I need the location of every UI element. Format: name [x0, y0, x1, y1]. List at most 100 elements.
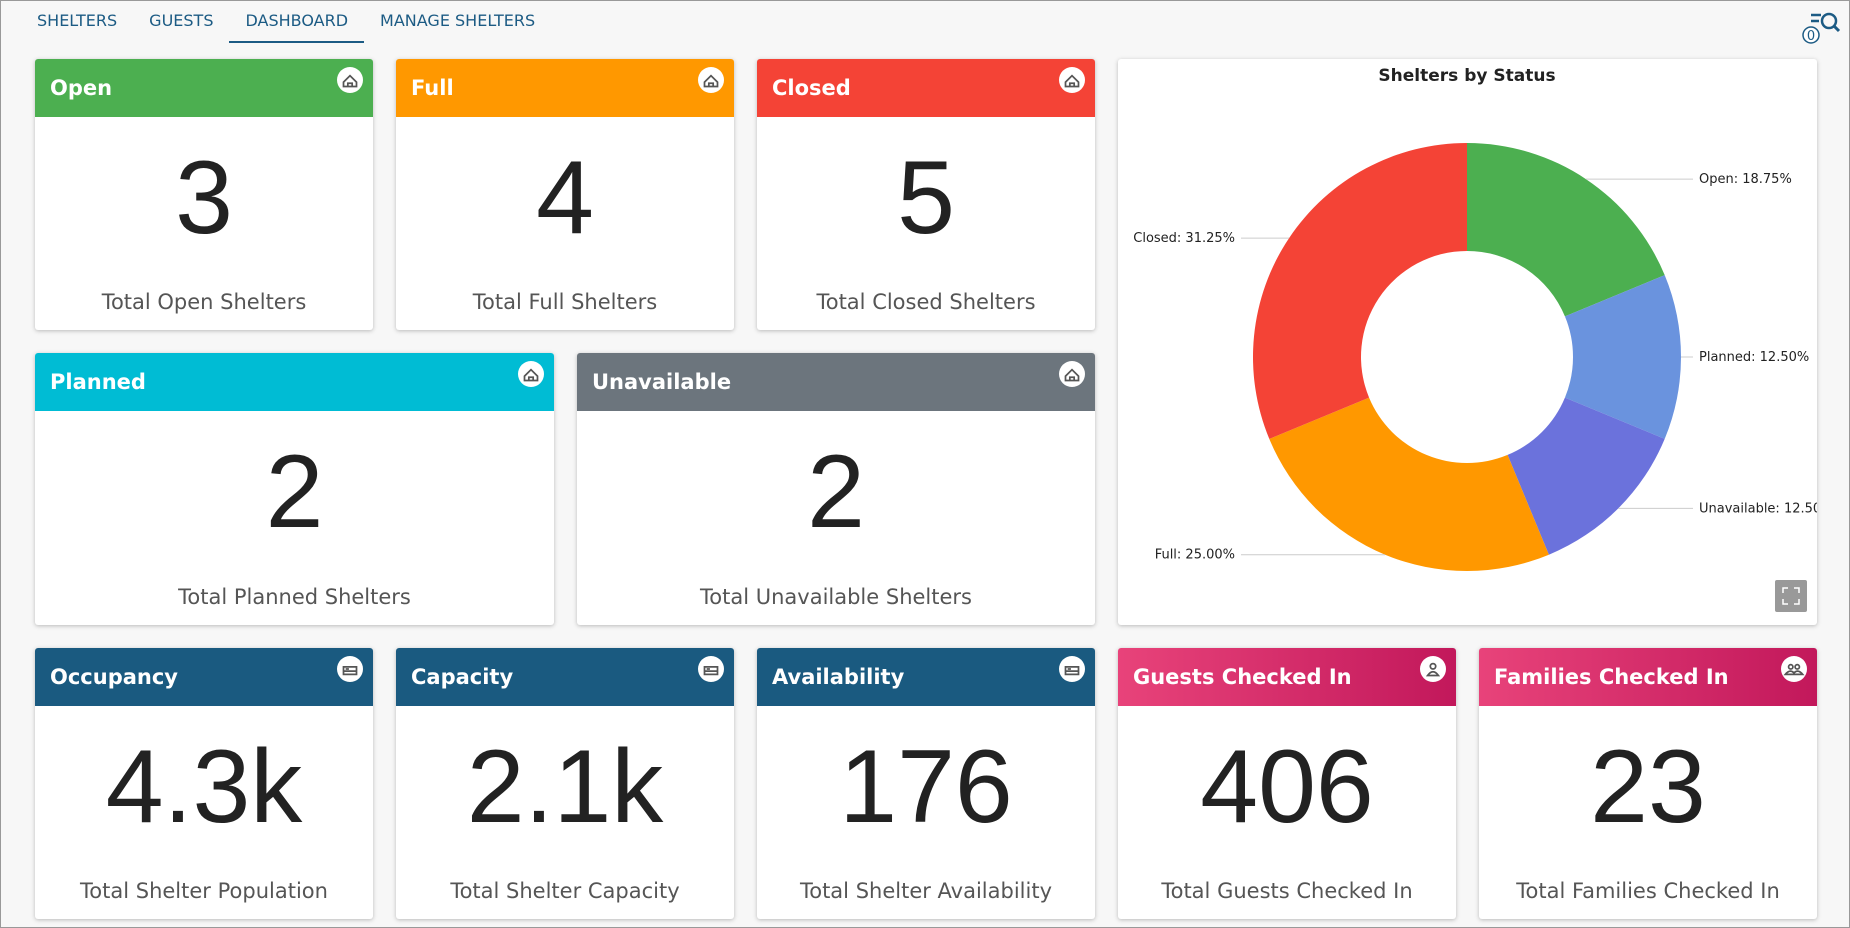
card-title: Families Checked In	[1494, 665, 1729, 689]
filter-count: 0	[1807, 29, 1815, 44]
card-title: Planned	[50, 370, 146, 394]
stat-card: Capacity 2.1k Total Shelter Capacity	[396, 648, 734, 919]
icon-glyph	[342, 74, 358, 88]
icon-circle	[698, 67, 724, 93]
expand-button[interactable]	[1775, 580, 1807, 612]
slice-label: Closed: 31.25%	[1133, 231, 1235, 246]
tab[interactable]: DASHBOARD	[229, 1, 365, 43]
icon-circle	[1781, 656, 1807, 682]
card-value: 23	[1590, 729, 1706, 845]
card-caption: Total Families Checked In	[1516, 879, 1780, 903]
card-caption: Total Full Shelters	[472, 290, 658, 314]
card-header: Planned	[35, 353, 554, 411]
icon-glyph	[703, 74, 719, 88]
icon-glyph	[1425, 662, 1441, 677]
card-caption: Total Closed Shelters	[816, 290, 1036, 314]
card-icon	[518, 361, 544, 387]
icon-glyph	[1783, 663, 1805, 676]
donut-slice	[1269, 397, 1549, 571]
icon-glyph	[1064, 368, 1080, 382]
icon-circle	[518, 361, 544, 387]
card-value: 3	[175, 140, 233, 256]
icon-glyph	[342, 665, 358, 676]
card-caption: Total Planned Shelters	[178, 585, 411, 609]
slice-label: Full: 25.00%	[1155, 548, 1235, 563]
stat-card: Open 3 Total Open Shelters	[35, 59, 373, 330]
card-caption: Total Shelter Population	[80, 879, 328, 903]
card-title: Closed	[772, 76, 851, 100]
stat-card: Occupancy 4.3k Total Shelter Population	[35, 648, 373, 919]
card-header: Full	[396, 59, 734, 117]
card-caption: Total Shelter Capacity	[450, 879, 680, 903]
donut-slice	[1507, 397, 1665, 555]
card-value: 5	[897, 140, 955, 256]
card-header: Availability	[757, 648, 1095, 706]
card-icon	[337, 67, 363, 93]
card-title: Capacity	[411, 665, 514, 689]
stat-card: Full 4 Total Full Shelters	[396, 59, 734, 330]
card-icon	[1420, 656, 1446, 682]
icon-circle	[1059, 361, 1085, 387]
card-value: 4	[536, 140, 594, 256]
stat-card: Guests Checked In 406 Total Guests Checked…	[1118, 648, 1456, 919]
card-value: 2	[807, 434, 865, 550]
tab[interactable]: SHELTERS	[37, 11, 118, 30]
card-value: 4.3k	[105, 729, 303, 845]
icon-glyph	[523, 368, 539, 382]
card-header: Families Checked In	[1479, 648, 1817, 706]
expand-icon	[1782, 587, 1800, 605]
chart: Shelters by Status Open: 18.75% Planned: …	[1133, 66, 1817, 612]
slice-label: Unavailable: 12.50%	[1699, 501, 1817, 516]
card-value: 2	[265, 434, 324, 550]
filter-button[interactable]: 0	[1801, 9, 1841, 45]
card-title: Availability	[772, 665, 905, 689]
card-header: Capacity	[396, 648, 734, 706]
card-icon	[698, 67, 724, 93]
icon-circle	[1059, 656, 1085, 682]
card-header: Open	[35, 59, 373, 117]
card-caption: Total Guests Checked In	[1161, 879, 1413, 903]
tab[interactable]: GUESTS	[149, 11, 214, 30]
donut-slice	[1253, 143, 1467, 439]
card-title: Open	[50, 76, 113, 100]
card-icon	[1059, 361, 1085, 387]
stat-card: Planned 2 Total Planned Shelters	[35, 353, 554, 625]
card-value: 406	[1200, 729, 1374, 845]
card-icon	[337, 656, 363, 682]
icon-glyph	[703, 665, 719, 676]
icon-circle	[337, 656, 363, 682]
card-title: Full	[411, 76, 454, 100]
stat-card: Availability 176 Total Shelter Availabilit…	[757, 648, 1095, 919]
card-value: 176	[839, 729, 1013, 845]
card-header: Unavailable	[577, 353, 1095, 411]
stat-card: Unavailable 2 Total Unavailable Shelters	[577, 353, 1095, 625]
icon-glyph	[1064, 74, 1080, 88]
chart-title: Shelters by Status	[1378, 66, 1555, 86]
card-title: Unavailable	[592, 370, 732, 394]
nav-tabs: SHELTERS GUESTS DASHBOARD MANAGE SHELTER…	[21, 1, 551, 43]
card-caption: Total Unavailable Shelters	[700, 585, 972, 609]
icon-circle	[337, 67, 363, 93]
card-caption: Total Shelter Availability	[799, 879, 1053, 903]
tab[interactable]: MANAGE SHELTERS	[380, 11, 536, 30]
slice-label: Planned: 12.50%	[1699, 350, 1809, 365]
card-value: 2.1k	[466, 729, 664, 845]
donut-slice	[1467, 143, 1665, 317]
card-icon	[698, 656, 724, 682]
icon-glyph	[1064, 665, 1080, 676]
card-header: Guests Checked In	[1118, 648, 1456, 706]
chart-card: Shelters by Status Open: 18.75% Planned: …	[1118, 59, 1817, 625]
donut-slice	[1564, 275, 1681, 439]
card-icon	[1781, 656, 1807, 682]
stat-card: Closed 5 Total Closed Shelters	[757, 59, 1095, 330]
card-title: Occupancy	[50, 665, 178, 689]
card-header: Occupancy	[35, 648, 373, 706]
icon-circle	[698, 656, 724, 682]
card-icon	[1059, 656, 1085, 682]
card-header: Closed	[757, 59, 1095, 117]
stat-card: Families Checked In 23 Total Families Chec…	[1479, 648, 1817, 919]
slice-label: Open: 18.75%	[1699, 172, 1792, 187]
card-caption: Total Open Shelters	[101, 290, 307, 314]
